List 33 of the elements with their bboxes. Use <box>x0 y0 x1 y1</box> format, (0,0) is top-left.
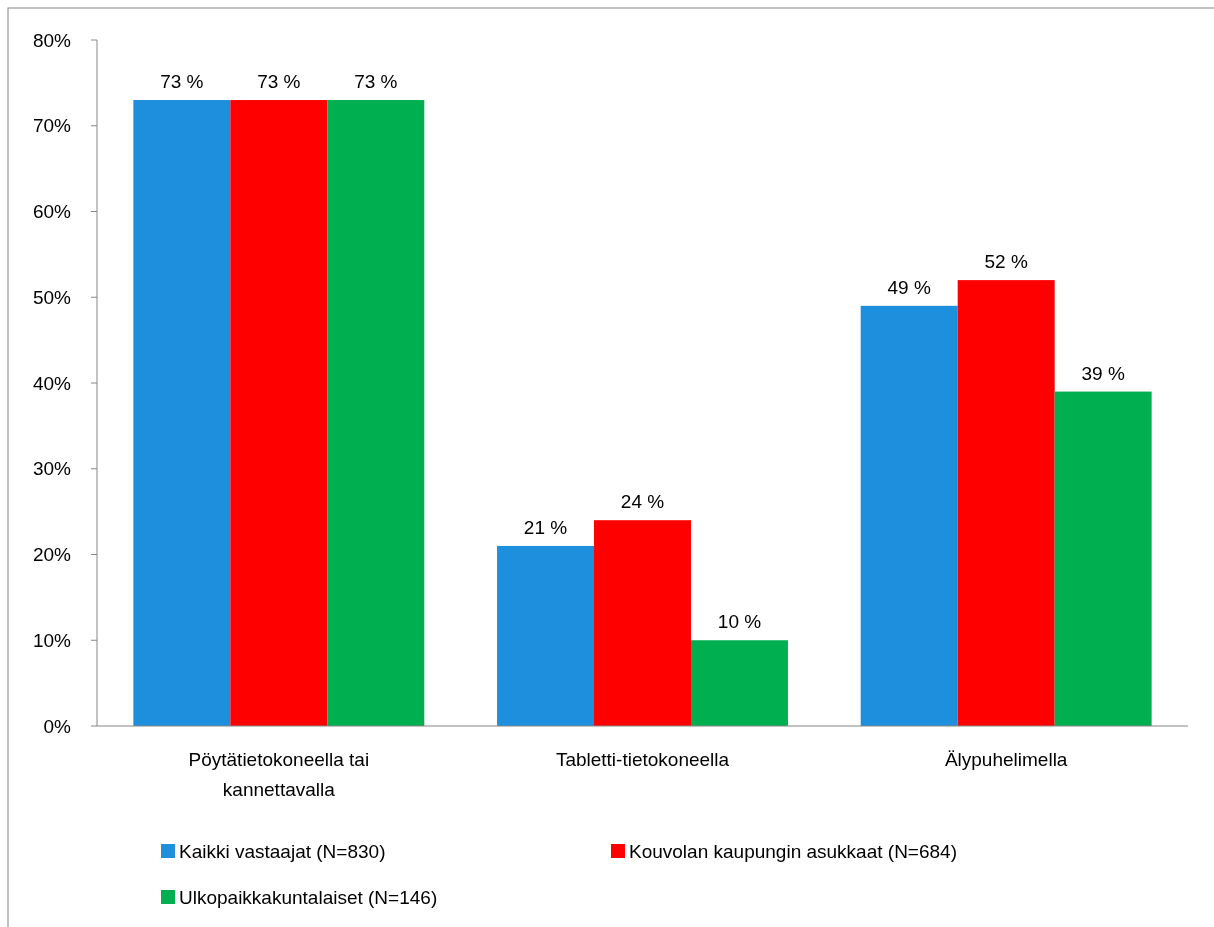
bar <box>497 545 595 726</box>
bar <box>957 280 1055 726</box>
bar <box>1054 391 1152 726</box>
data-label: 52 % <box>984 251 1028 273</box>
data-label: 24 % <box>620 491 665 513</box>
data-label: 39 % <box>1081 362 1125 384</box>
bar <box>133 100 231 726</box>
y-tick-label: 60% <box>32 201 72 223</box>
y-tick-label: 50% <box>32 286 72 308</box>
bar <box>690 640 788 726</box>
legend-label: Kouvolan kaupungin asukkaat (N=684) <box>629 840 957 862</box>
data-label: 21 % <box>523 516 568 538</box>
data-label: 73 % <box>257 71 301 93</box>
data-label: 49 % <box>887 276 931 298</box>
bar <box>594 520 691 726</box>
bar <box>327 100 425 726</box>
y-tick-label: 80% <box>32 29 72 51</box>
legend-label: Ulkopaikkakuntalaiset (N=146) <box>179 886 438 908</box>
x-tick-label: Pöytätietokoneella tai kannettavalla <box>188 749 370 800</box>
y-tick-label: 30% <box>32 458 72 480</box>
data-label: 10 % <box>717 611 762 633</box>
x-tick-label: Älypuhelimella <box>944 749 1068 770</box>
y-tick-label: 10% <box>32 629 72 651</box>
data-label: 73 % <box>160 71 204 93</box>
x-tick-label: Tabletti-tietokoneella <box>555 749 730 770</box>
data-label: 73 % <box>354 71 398 93</box>
bar <box>860 305 958 726</box>
y-tick-label: 40% <box>32 372 72 394</box>
bar <box>230 100 328 726</box>
legend-label: Kaikki vastaajat (N=830) <box>179 840 386 862</box>
y-tick-label: 0% <box>43 715 72 737</box>
y-tick-label: 20% <box>32 544 72 566</box>
y-tick-label: 70% <box>32 115 72 137</box>
